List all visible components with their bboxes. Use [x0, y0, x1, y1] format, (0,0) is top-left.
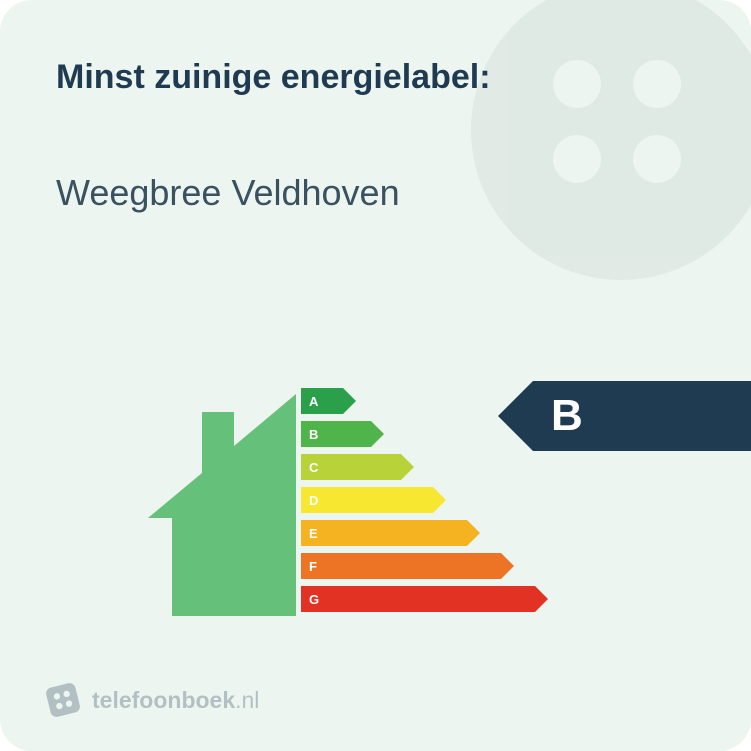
footer-brand: telefoonboek.nl [46, 683, 259, 717]
energy-bar-e: E [301, 520, 641, 546]
watermark-scale-icon [451, 0, 751, 300]
selected-label-badge: B [498, 381, 751, 451]
bar-letter: D [309, 487, 318, 513]
footer-text: telefoonboek.nl [92, 687, 259, 714]
bar-letter: G [309, 586, 319, 612]
bar-letter: E [309, 520, 318, 546]
phonebook-icon [42, 679, 83, 720]
selected-label-letter: B [533, 381, 751, 451]
card-title: Minst zuinige energielabel: [56, 58, 491, 97]
energy-bar-f: F [301, 553, 641, 579]
energy-bar-g: G [301, 586, 641, 612]
location-name: Weegbree Veldhoven [56, 172, 400, 214]
bar-letter: F [309, 553, 317, 579]
bar-letter: B [309, 421, 318, 447]
house-icon [148, 394, 296, 616]
bar-letter: A [309, 388, 318, 414]
energy-bar-c: C [301, 454, 641, 480]
energy-label-card: Minst zuinige energielabel: Weegbree Vel… [0, 0, 751, 751]
energy-bar-d: D [301, 487, 641, 513]
bar-letter: C [309, 454, 318, 480]
